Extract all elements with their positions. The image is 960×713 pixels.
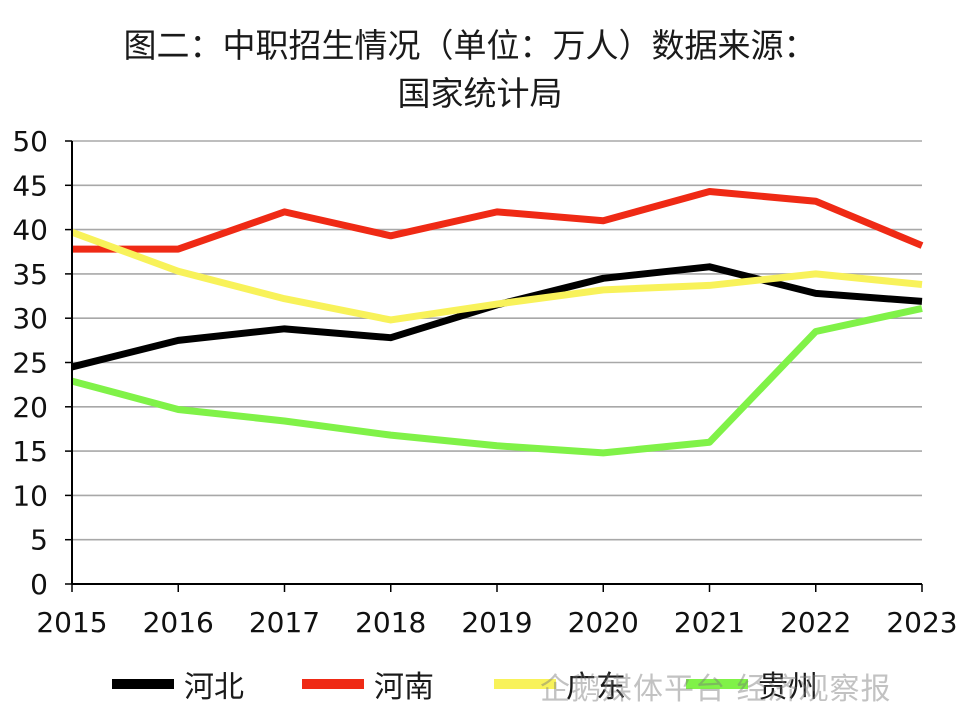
axes [65, 140, 923, 592]
x-tick-label: 2022 [780, 606, 851, 639]
legend-label-guangdong: 广东 [566, 670, 626, 705]
x-tick-label: 2019 [461, 606, 532, 639]
series-lines [70, 188, 924, 457]
y-tick-label: 30 [12, 302, 48, 335]
legend-swatch-hebei [112, 679, 174, 689]
y-tick-label: 5 [30, 524, 48, 557]
series-line-2 [70, 228, 923, 324]
chart-subtitle: 国家统计局 [397, 74, 563, 113]
series-line-1 [72, 188, 924, 253]
y-tick-label: 15 [12, 435, 48, 468]
x-tick-label: 2021 [674, 606, 745, 639]
legend-item-guangdong: 广东 [494, 664, 626, 705]
x-tick-label: 2017 [249, 606, 320, 639]
x-tick-label: 2018 [355, 606, 426, 639]
y-tick-label: 20 [12, 391, 48, 424]
y-tick-label: 10 [12, 479, 48, 512]
x-tick-label: 2016 [143, 606, 214, 639]
legend-swatch-henan [302, 679, 364, 689]
y-tick-label: 40 [12, 214, 48, 247]
legend: 河北 河南 广东 贵州 [0, 664, 960, 705]
x-tick-labels: 2015 2016 2017 2018 2019 2020 2021 2022 2023 [36, 606, 957, 639]
series-line-3 [71, 305, 923, 457]
y-tick-label: 0 [30, 568, 48, 601]
legend-label-henan: 河南 [374, 670, 434, 705]
y-tick-label: 25 [12, 347, 48, 380]
legend-label-hebei: 河北 [184, 670, 244, 705]
legend-swatch-guangdong [494, 679, 556, 689]
legend-swatch-guizhou [686, 679, 748, 689]
legend-item-hebei: 河北 [112, 664, 244, 705]
legend-item-henan: 河南 [302, 664, 434, 705]
chart-title: 图二：中职招生情况（单位：万人）数据来源： [123, 26, 817, 65]
watermark: 企鹅媒体平台 经济观察报 [540, 672, 892, 707]
x-tick-label: 2020 [568, 606, 639, 639]
legend-item-guizhou: 贵州 [686, 664, 818, 705]
y-tick-labels: 0 5 10 15 20 25 30 35 40 45 50 [12, 125, 48, 601]
y-tick-label: 35 [12, 258, 48, 291]
x-tick-label: 2015 [36, 606, 107, 639]
x-tick-label: 2023 [886, 606, 957, 639]
y-tick-label: 45 [12, 169, 48, 202]
grid-lines [72, 140, 922, 541]
legend-label-guizhou: 贵州 [758, 670, 818, 705]
y-tick-label: 50 [12, 125, 48, 158]
